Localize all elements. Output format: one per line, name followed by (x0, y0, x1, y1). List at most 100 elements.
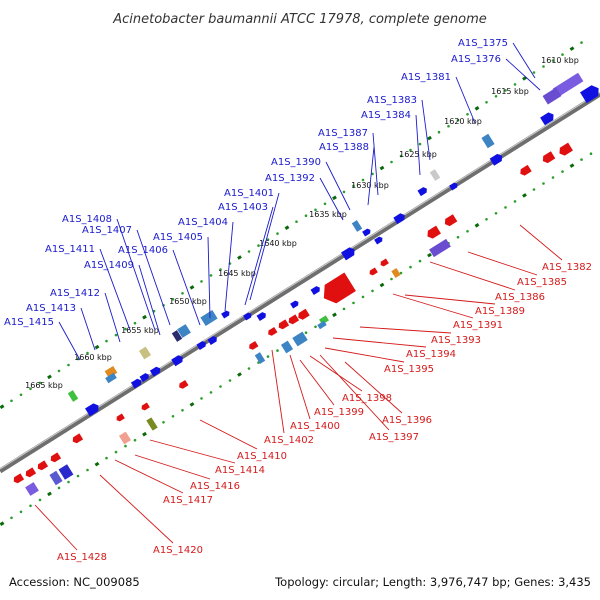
scale-label-1650-kbp: 1650 kbp (169, 297, 207, 306)
forward-outer-track-tick (522, 76, 527, 81)
gene-label-A1S_1409: A1S_1409 (84, 260, 134, 271)
forward-outer-track-tick (474, 106, 480, 111)
scale-label-1620-kbp: 1620 kbp (444, 117, 482, 126)
reverse-outer-track-dot (551, 176, 555, 179)
forward-outer-track-dot (19, 393, 23, 397)
forward-outer-track-dot (314, 208, 317, 212)
gene-label-A1S_1399: A1S_1399 (314, 407, 364, 418)
reverse-outer-track-tick (142, 431, 147, 437)
reverse-outer-track-dot (390, 277, 393, 281)
forward-gene-arrow (393, 213, 405, 225)
forward-gene-arrow (449, 182, 458, 191)
gene-label-A1S_1414: A1S_1414 (215, 465, 265, 476)
reverse-outer-track-dot (133, 438, 137, 442)
reverse-outer-track-tick (94, 461, 100, 467)
reverse-outer-track-dot (114, 450, 118, 454)
gene-feature-bar (146, 417, 158, 431)
forward-outer-track-tick (569, 46, 575, 51)
forward-outer-track-dot (418, 142, 422, 146)
leader-line-A1S_1395 (324, 347, 405, 363)
reverse-gene-arrow (116, 413, 125, 422)
gene-feature-bar (481, 133, 495, 149)
reverse-outer-track-dot (10, 516, 13, 520)
gene-feature-bar (138, 346, 152, 360)
gene-features (13, 72, 599, 496)
forward-outer-track-dot (580, 41, 583, 44)
forward-outer-track-dot (57, 369, 61, 373)
forward-outer-track-dot (323, 202, 327, 206)
reverse-outer-track-dot (371, 289, 374, 293)
gene-label-A1S_1392: A1S_1392 (265, 173, 315, 184)
gene-label-A1S_1394: A1S_1394 (406, 349, 456, 360)
reverse-gene-arrow (268, 326, 278, 336)
leader-line-A1S_1416 (134, 454, 211, 480)
leader-line-A1S_1398 (309, 355, 363, 392)
reverse-outer-track-dot (456, 235, 460, 239)
leader-line-A1S_1405 (207, 236, 211, 319)
reverse-gene-arrow (542, 151, 556, 164)
forward-gene-arrow (149, 366, 161, 377)
gene-feature-bar (552, 72, 584, 98)
gene-label-A1S_1415: A1S_1415 (4, 317, 54, 328)
leader-line-A1S_1382 (519, 224, 563, 261)
gene-feature-bar (104, 365, 118, 379)
reverse-gene-arrow (323, 272, 356, 304)
reverse-gene-arrow (50, 452, 62, 463)
reverse-outer-track-dot (247, 367, 251, 370)
gene-feature-bar (105, 372, 117, 384)
forward-outer-track-dot (532, 71, 536, 74)
reverse-outer-track-dot (219, 385, 222, 388)
gene-feature-bar (292, 331, 308, 347)
gene-feature-bar (118, 431, 132, 445)
gene-feature-bar (58, 464, 74, 480)
forward-outer-track-tick (427, 135, 432, 141)
leader-line-A1S_1406 (172, 249, 201, 326)
gene-label-A1S_1376: A1S_1376 (451, 54, 501, 65)
reverse-outer-track-dot (561, 170, 564, 173)
reverse-outer-track-tick (189, 402, 195, 407)
forward-outer-track-tick (189, 285, 195, 290)
scale-label-1665-kbp: 1665 kbp (25, 381, 63, 390)
forward-gene-arrow (243, 312, 252, 321)
scale-label-1625-kbp: 1625 kbp (399, 150, 437, 159)
gene-feature-bar (49, 470, 63, 486)
forward-outer-track-dot (257, 244, 260, 247)
leader-line-A1S_1399 (299, 359, 335, 406)
reverse-gene-arrow (380, 258, 389, 267)
forward-outer-track-dot (200, 280, 203, 283)
reverse-outer-track-dot (181, 409, 184, 412)
reverse-outer-track-tick (47, 491, 52, 497)
gene-feature-bar (280, 340, 294, 354)
genome-summary-text: Topology: circular; Length: 3,976,747 bp… (274, 575, 591, 589)
gene-label-A1S_1401: A1S_1401 (224, 188, 274, 199)
leader-line-A1S_1400 (289, 354, 311, 420)
leader-line-A1S_1383 (421, 99, 431, 161)
leader-line-A1S_1386 (429, 261, 516, 291)
forward-gene-arrow (310, 286, 320, 296)
forward-gene-arrow (540, 112, 554, 126)
gene-label-A1S_1381: A1S_1381 (401, 72, 451, 83)
reverse-outer-track-dot (19, 510, 23, 514)
gene-label-A1S_1385: A1S_1385 (517, 277, 567, 288)
gene-label-A1S_1390: A1S_1390 (271, 157, 321, 168)
reverse-gene-arrow (427, 225, 441, 239)
leader-line-A1S_1407 (136, 229, 171, 326)
reverse-outer-track-dot (86, 468, 89, 472)
reverse-outer-track-dot (342, 307, 346, 311)
reverse-outer-track-dot (304, 331, 308, 335)
gene-label-A1S_1396: A1S_1396 (382, 415, 432, 426)
reverse-gene-arrow (559, 142, 573, 156)
reverse-outer-track-dot (418, 259, 422, 263)
forward-outer-track-dot (504, 89, 507, 92)
leader-line-A1S_1394 (332, 337, 427, 348)
reverse-outer-track-dot (466, 230, 469, 233)
forward-gene-arrow (171, 355, 183, 367)
forward-outer-track-tick (332, 195, 337, 201)
gene-label-A1S_1387: A1S_1387 (318, 128, 368, 139)
gene-feature-bar (429, 238, 451, 258)
gene-label-A1S_1411: A1S_1411 (45, 244, 95, 255)
forward-outer-track-dot (133, 321, 137, 325)
forward-outer-track-dot (342, 190, 346, 194)
gene-label-A1S_1406: A1S_1406 (118, 245, 168, 256)
